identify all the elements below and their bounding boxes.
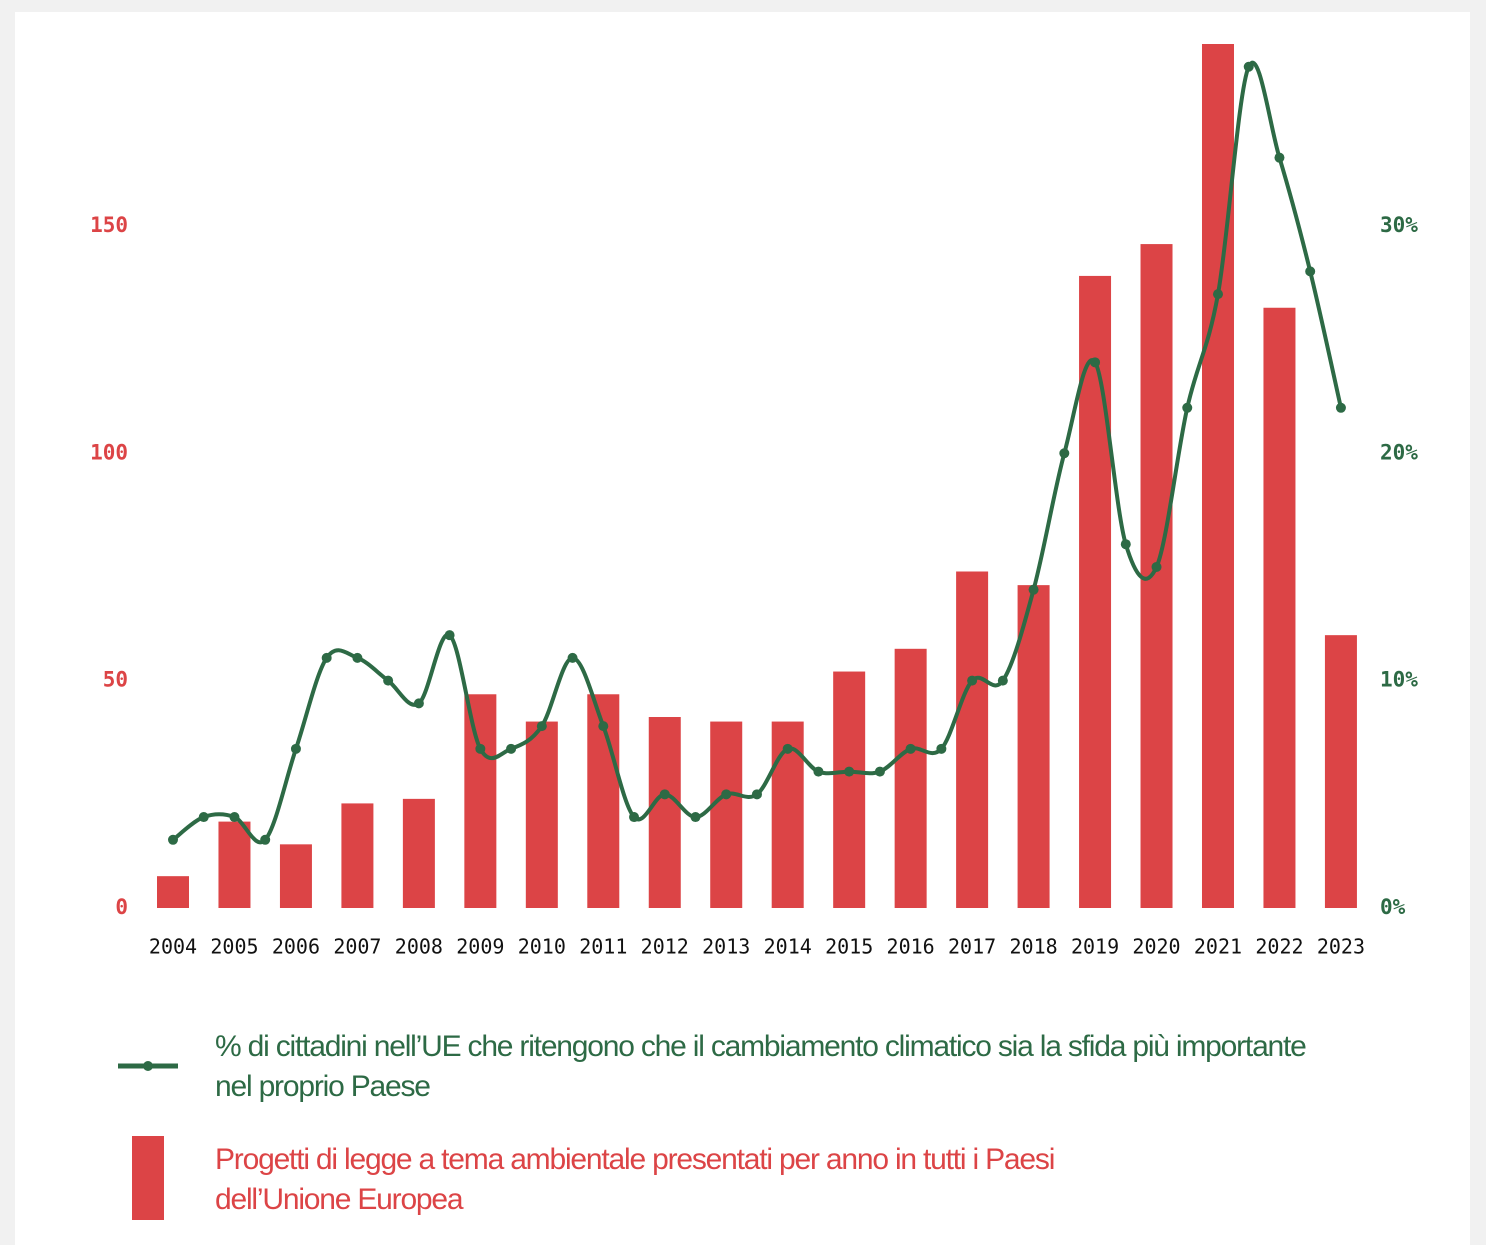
x-tick-label: 2011 <box>579 935 627 959</box>
line-point <box>844 766 855 777</box>
line-point <box>352 652 363 663</box>
y-tick-label: 50 <box>103 668 128 692</box>
line-point <box>1120 539 1131 550</box>
x-tick-label: 2007 <box>333 935 381 959</box>
line-point <box>444 630 455 641</box>
line-point <box>567 652 578 663</box>
x-tick-label: 2009 <box>456 935 504 959</box>
line-point <box>659 789 670 800</box>
bar <box>1324 635 1357 908</box>
line-point <box>690 812 701 823</box>
y-tick-label: 150 <box>90 213 128 237</box>
bar <box>402 798 435 908</box>
bar <box>464 694 497 908</box>
legend-dot-icon <box>143 1061 153 1071</box>
line-point <box>506 743 517 754</box>
line-point <box>1059 448 1070 459</box>
line-point <box>751 789 762 800</box>
bar <box>956 571 989 908</box>
line-point <box>905 743 916 754</box>
line-point <box>936 743 947 754</box>
line-point <box>874 766 885 777</box>
y-tick-label: 100 <box>90 440 128 464</box>
bar <box>648 717 681 908</box>
y2-tick-label: 20% <box>1380 440 1418 464</box>
line-point <box>997 675 1008 686</box>
bar <box>1140 244 1173 908</box>
bar <box>1263 307 1296 908</box>
line-point <box>475 743 486 754</box>
x-tick-label: 2004 <box>149 935 197 959</box>
legend-bar-icon <box>132 1136 164 1220</box>
line-point <box>1335 402 1346 413</box>
line-point <box>260 834 271 845</box>
line-point <box>721 789 732 800</box>
bar <box>157 876 189 908</box>
line-point <box>1274 152 1285 163</box>
line-point <box>321 652 332 663</box>
x-tick-label: 2010 <box>518 935 566 959</box>
bar <box>525 721 558 908</box>
line-point <box>967 675 978 686</box>
bar <box>710 721 743 908</box>
x-tick-label: 2017 <box>948 935 996 959</box>
x-tick-label: 2015 <box>825 935 873 959</box>
line-point <box>1182 402 1193 413</box>
x-tick-label: 2020 <box>1132 935 1180 959</box>
line-point <box>1090 357 1101 368</box>
line-point <box>168 834 178 845</box>
line-point <box>229 812 240 823</box>
line-point <box>383 675 394 686</box>
bar <box>341 803 374 908</box>
x-tick-label: 2021 <box>1194 935 1242 959</box>
line-point <box>1151 561 1162 572</box>
legend-line-label: % di cittadini nell’UE che ritengono che… <box>215 1030 1307 1103</box>
bar <box>218 821 251 908</box>
x-tick-label: 2008 <box>395 935 443 959</box>
x-tick-label: 2005 <box>210 935 258 959</box>
legend-bar-label: Progetti di legge a tema ambientale pres… <box>215 1143 1055 1216</box>
line-point <box>1212 289 1223 300</box>
line-point <box>813 766 824 777</box>
y2-tick-label: 0% <box>1380 895 1406 919</box>
bar <box>833 671 866 908</box>
line-point <box>629 812 640 823</box>
x-tick-label: 2013 <box>702 935 750 959</box>
bar <box>1201 44 1234 908</box>
x-tick-label: 2022 <box>1255 935 1303 959</box>
line-point <box>1305 266 1316 277</box>
line-point <box>598 721 609 732</box>
line-point <box>198 812 209 823</box>
line-point <box>413 698 424 709</box>
line-point <box>782 743 793 754</box>
bar <box>894 648 927 908</box>
x-tick-label: 2016 <box>887 935 935 959</box>
bar <box>1079 275 1112 909</box>
x-tick-label: 2018 <box>1009 935 1057 959</box>
line-point <box>290 743 301 754</box>
line-point <box>536 721 547 732</box>
y-tick-label: 0 <box>115 895 128 919</box>
bar <box>1017 585 1050 908</box>
x-tick-label: 2012 <box>641 935 689 959</box>
x-tick-label: 2023 <box>1317 935 1365 959</box>
bar <box>279 844 312 908</box>
x-tick-label: 2019 <box>1071 935 1119 959</box>
y2-tick-label: 30% <box>1380 213 1418 237</box>
y2-tick-label: 10% <box>1380 668 1418 692</box>
x-tick-label: 2006 <box>272 935 320 959</box>
line-point <box>1243 61 1254 72</box>
line-point <box>1028 584 1039 595</box>
x-tick-label: 2014 <box>764 935 812 959</box>
